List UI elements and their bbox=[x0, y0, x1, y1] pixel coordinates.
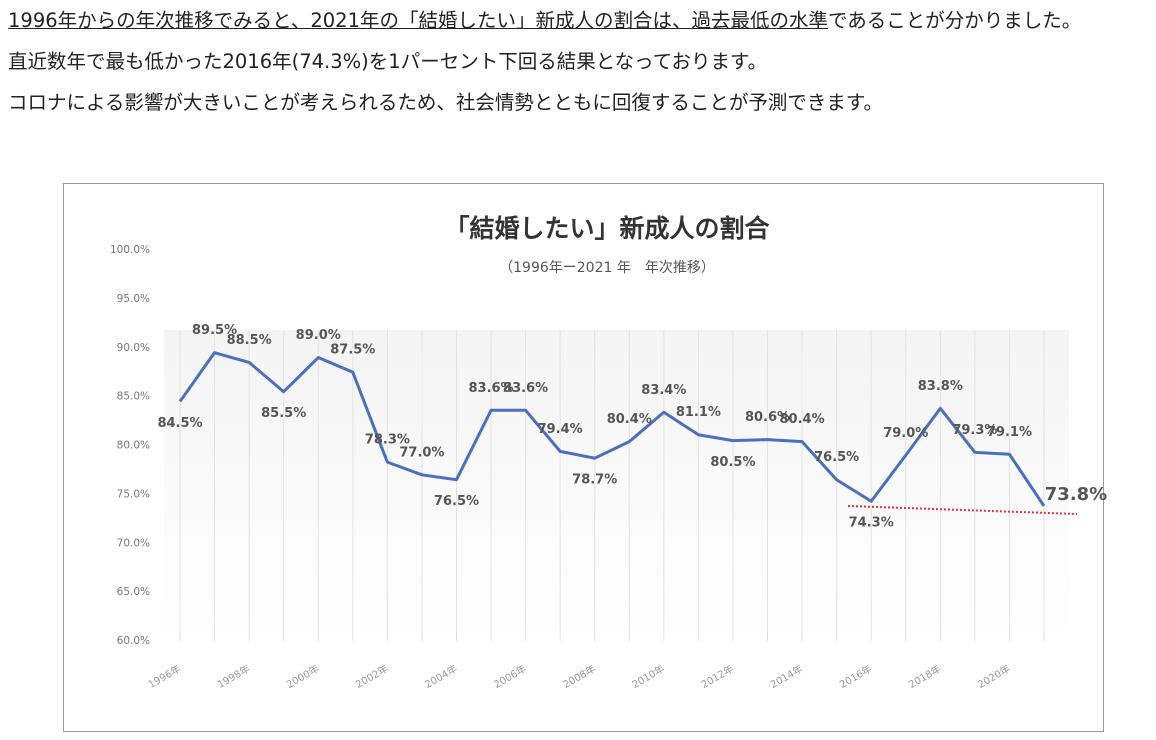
data-label: 74.3% bbox=[849, 516, 894, 531]
data-label: 77.0% bbox=[399, 445, 444, 460]
underlined-text: 1996年からの年次推移でみると、2021年の「結婚したい」新成人の割合は、過去… bbox=[8, 9, 828, 32]
y-tick-label: 60.0% bbox=[117, 635, 150, 647]
y-tick-label: 85.0% bbox=[117, 391, 150, 403]
data-label: 89.0% bbox=[296, 328, 341, 343]
paragraph: コロナによる影響が大きいことが考えられるため、社会情勢とともに回復することが予測… bbox=[8, 91, 883, 114]
paragraph: 直近数年で最も低かった2016年(74.3%)を1パーセント下回る結果となってお… bbox=[8, 50, 768, 73]
y-tick-label: 75.0% bbox=[117, 488, 150, 500]
y-tick-label: 70.0% bbox=[117, 537, 150, 549]
text: であることが分かりました。 bbox=[827, 9, 1082, 32]
data-label: 76.5% bbox=[434, 494, 479, 509]
data-label: 73.8% bbox=[1045, 484, 1107, 505]
data-label: 88.5% bbox=[227, 333, 272, 348]
data-label: 78.3% bbox=[365, 433, 410, 448]
data-label: 80.5% bbox=[710, 455, 755, 470]
line bbox=[178, 351, 1046, 507]
data-label: 80.6% bbox=[745, 410, 790, 425]
data-label: 79.1% bbox=[987, 425, 1032, 440]
data-label: 80.4% bbox=[607, 412, 652, 427]
paragraph: 1996年からの年次推移でみると、2021年の「結婚したい」新成人の割合は、過去… bbox=[8, 0, 1154, 41]
body-text: 1996年からの年次推移でみると、2021年の「結婚したい」新成人の割合は、過去… bbox=[8, 0, 1154, 123]
data-label: 83.6% bbox=[503, 381, 548, 396]
data-label: 83.8% bbox=[918, 379, 963, 394]
data-label: 84.5% bbox=[157, 416, 202, 431]
y-tick-label: 80.0% bbox=[117, 440, 150, 452]
data-label: 79.4% bbox=[538, 422, 583, 437]
data-label: 80.4% bbox=[780, 412, 825, 427]
data-label: 85.5% bbox=[261, 406, 306, 421]
y-tick-label: 100.0% bbox=[110, 244, 150, 256]
y-tick-label: 95.0% bbox=[117, 293, 150, 305]
data-label: 79.3% bbox=[952, 423, 997, 438]
data-label: 83.4% bbox=[641, 383, 686, 398]
data-label: 79.0% bbox=[883, 426, 928, 441]
data-label: 78.7% bbox=[572, 473, 617, 488]
y-tick-label: 65.0% bbox=[117, 586, 150, 598]
plot-background bbox=[164, 330, 1069, 641]
chart-subtitle: （1996年ー2021 年 年次推移） bbox=[499, 260, 715, 276]
data-label: 87.5% bbox=[330, 343, 375, 358]
data-label: 81.1% bbox=[676, 405, 721, 420]
chart-title: 「結婚したい」新成人の割合 bbox=[444, 214, 770, 243]
data-label: 83.6% bbox=[468, 381, 513, 396]
data-label: 89.5% bbox=[192, 323, 237, 338]
data-label: 76.5% bbox=[814, 450, 859, 465]
y-tick-label: 90.0% bbox=[117, 342, 150, 354]
